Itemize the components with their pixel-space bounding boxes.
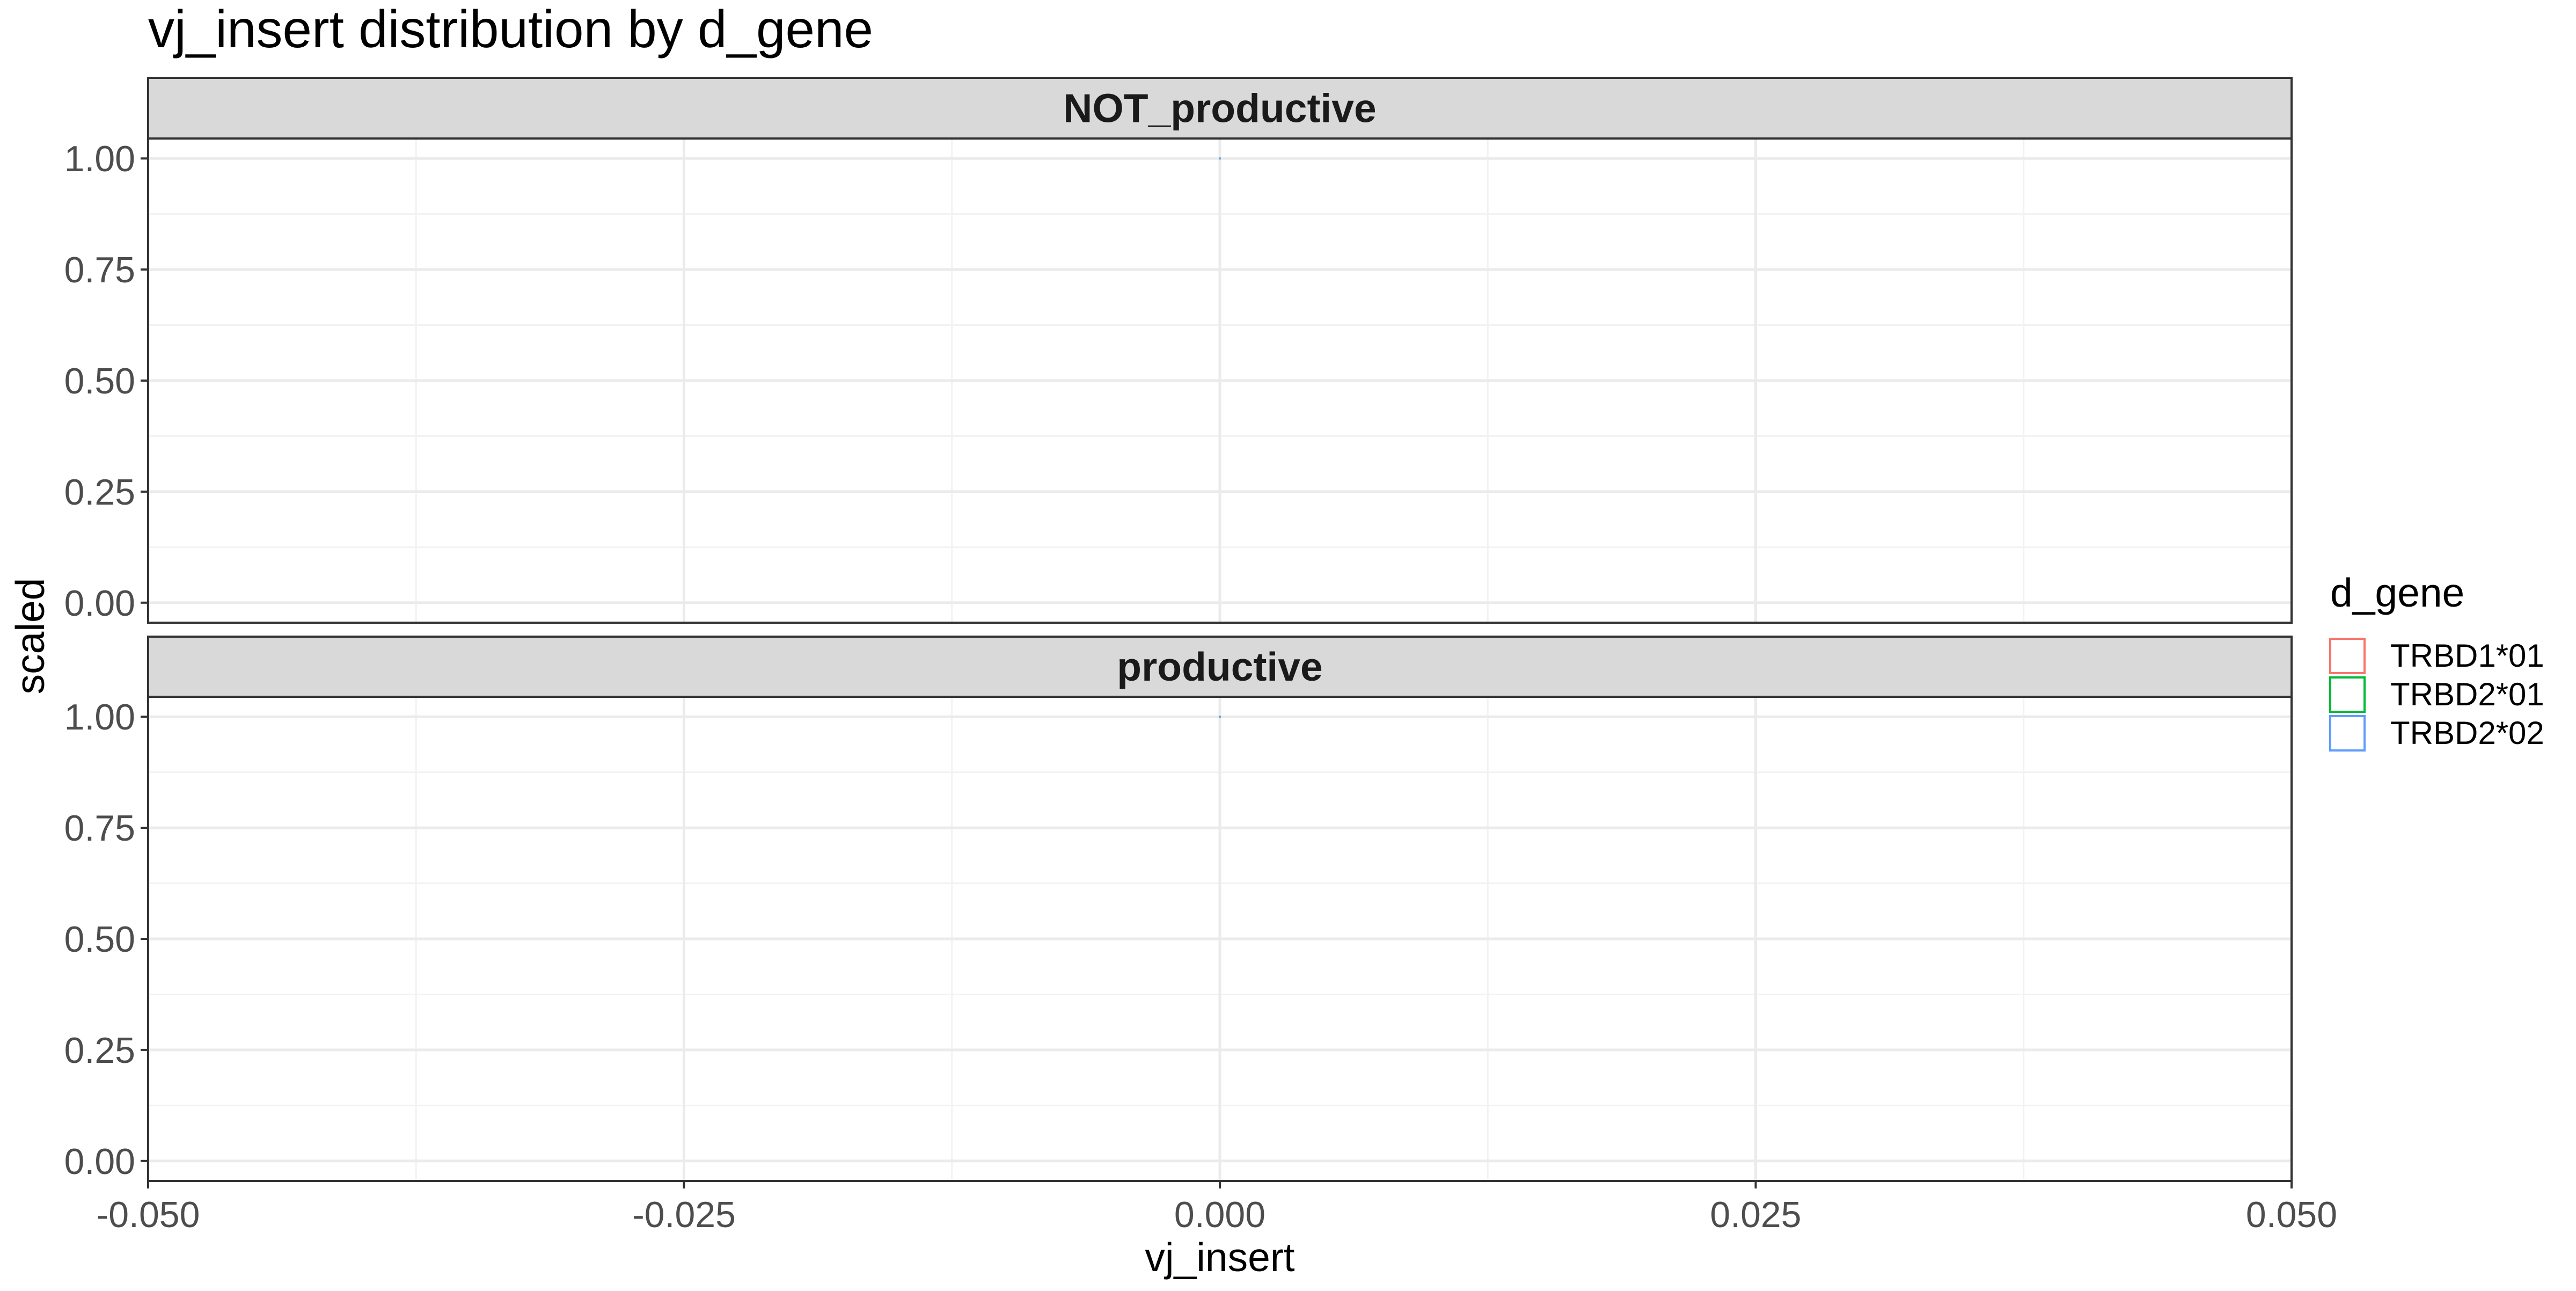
y-tick-label: 0.75 bbox=[64, 250, 135, 290]
legend-key bbox=[2329, 715, 2366, 752]
legend-item: TRBD1*01 bbox=[2329, 638, 2544, 674]
x-axis-title: vj_insert bbox=[1145, 1235, 1294, 1280]
panel-border bbox=[147, 137, 2293, 624]
y-tick-label: 0.50 bbox=[64, 361, 135, 402]
y-tick-label: 0.50 bbox=[64, 919, 135, 960]
legend-label: TRBD2*02 bbox=[2390, 715, 2544, 751]
facet-strip-label: NOT_productive bbox=[1063, 86, 1376, 131]
y-tick-label: 1.00 bbox=[64, 138, 135, 179]
x-tick-label: 0.000 bbox=[1174, 1194, 1265, 1235]
legend-label: TRBD1*01 bbox=[2390, 638, 2544, 674]
x-tick-label: 0.050 bbox=[2246, 1194, 2337, 1235]
legend-key bbox=[2329, 676, 2366, 713]
legend-item: TRBD2*01 bbox=[2329, 676, 2544, 713]
y-tick-label: 0.00 bbox=[64, 583, 135, 624]
legend-item: TRBD2*02 bbox=[2329, 715, 2544, 752]
facet-panel-NOT_productive: NOT_productive 0.00 0.25 0.50 0.75 1.00 bbox=[64, 77, 2293, 624]
data-point bbox=[1219, 716, 1221, 718]
facet-strip bbox=[147, 77, 2293, 140]
legend-key bbox=[2329, 638, 2366, 674]
facet-strip bbox=[147, 636, 2293, 698]
y-tick-label: 0.25 bbox=[64, 1030, 135, 1071]
y-tick-label: 0.25 bbox=[64, 472, 135, 513]
x-tick-label: 0.025 bbox=[1710, 1194, 1801, 1235]
y-tick-label: 0.75 bbox=[64, 808, 135, 849]
legend-title: d_gene bbox=[2330, 570, 2464, 615]
x-axis: -0.050 -0.025 0.000 0.025 0.050 bbox=[97, 1181, 2337, 1235]
x-tick-label: -0.050 bbox=[97, 1194, 200, 1235]
facet-strip-label: productive bbox=[1117, 644, 1322, 689]
x-tick-label: -0.025 bbox=[632, 1194, 736, 1235]
y-tick-label: 1.00 bbox=[64, 697, 135, 738]
data-point bbox=[1219, 157, 1221, 160]
chart-title: vj_insert distribution by d_gene bbox=[148, 0, 873, 59]
legend-label: TRBD2*01 bbox=[2390, 676, 2544, 712]
y-tick-label: 0.00 bbox=[64, 1141, 135, 1182]
facet-panels: NOT_productive0.000.250.500.751.00produc… bbox=[64, 77, 2293, 1182]
facet-panel-productive: productive 0.00 0.25 0.50 0.75 1.00 bbox=[64, 636, 2293, 1182]
y-axis-title: scaled bbox=[8, 578, 53, 695]
